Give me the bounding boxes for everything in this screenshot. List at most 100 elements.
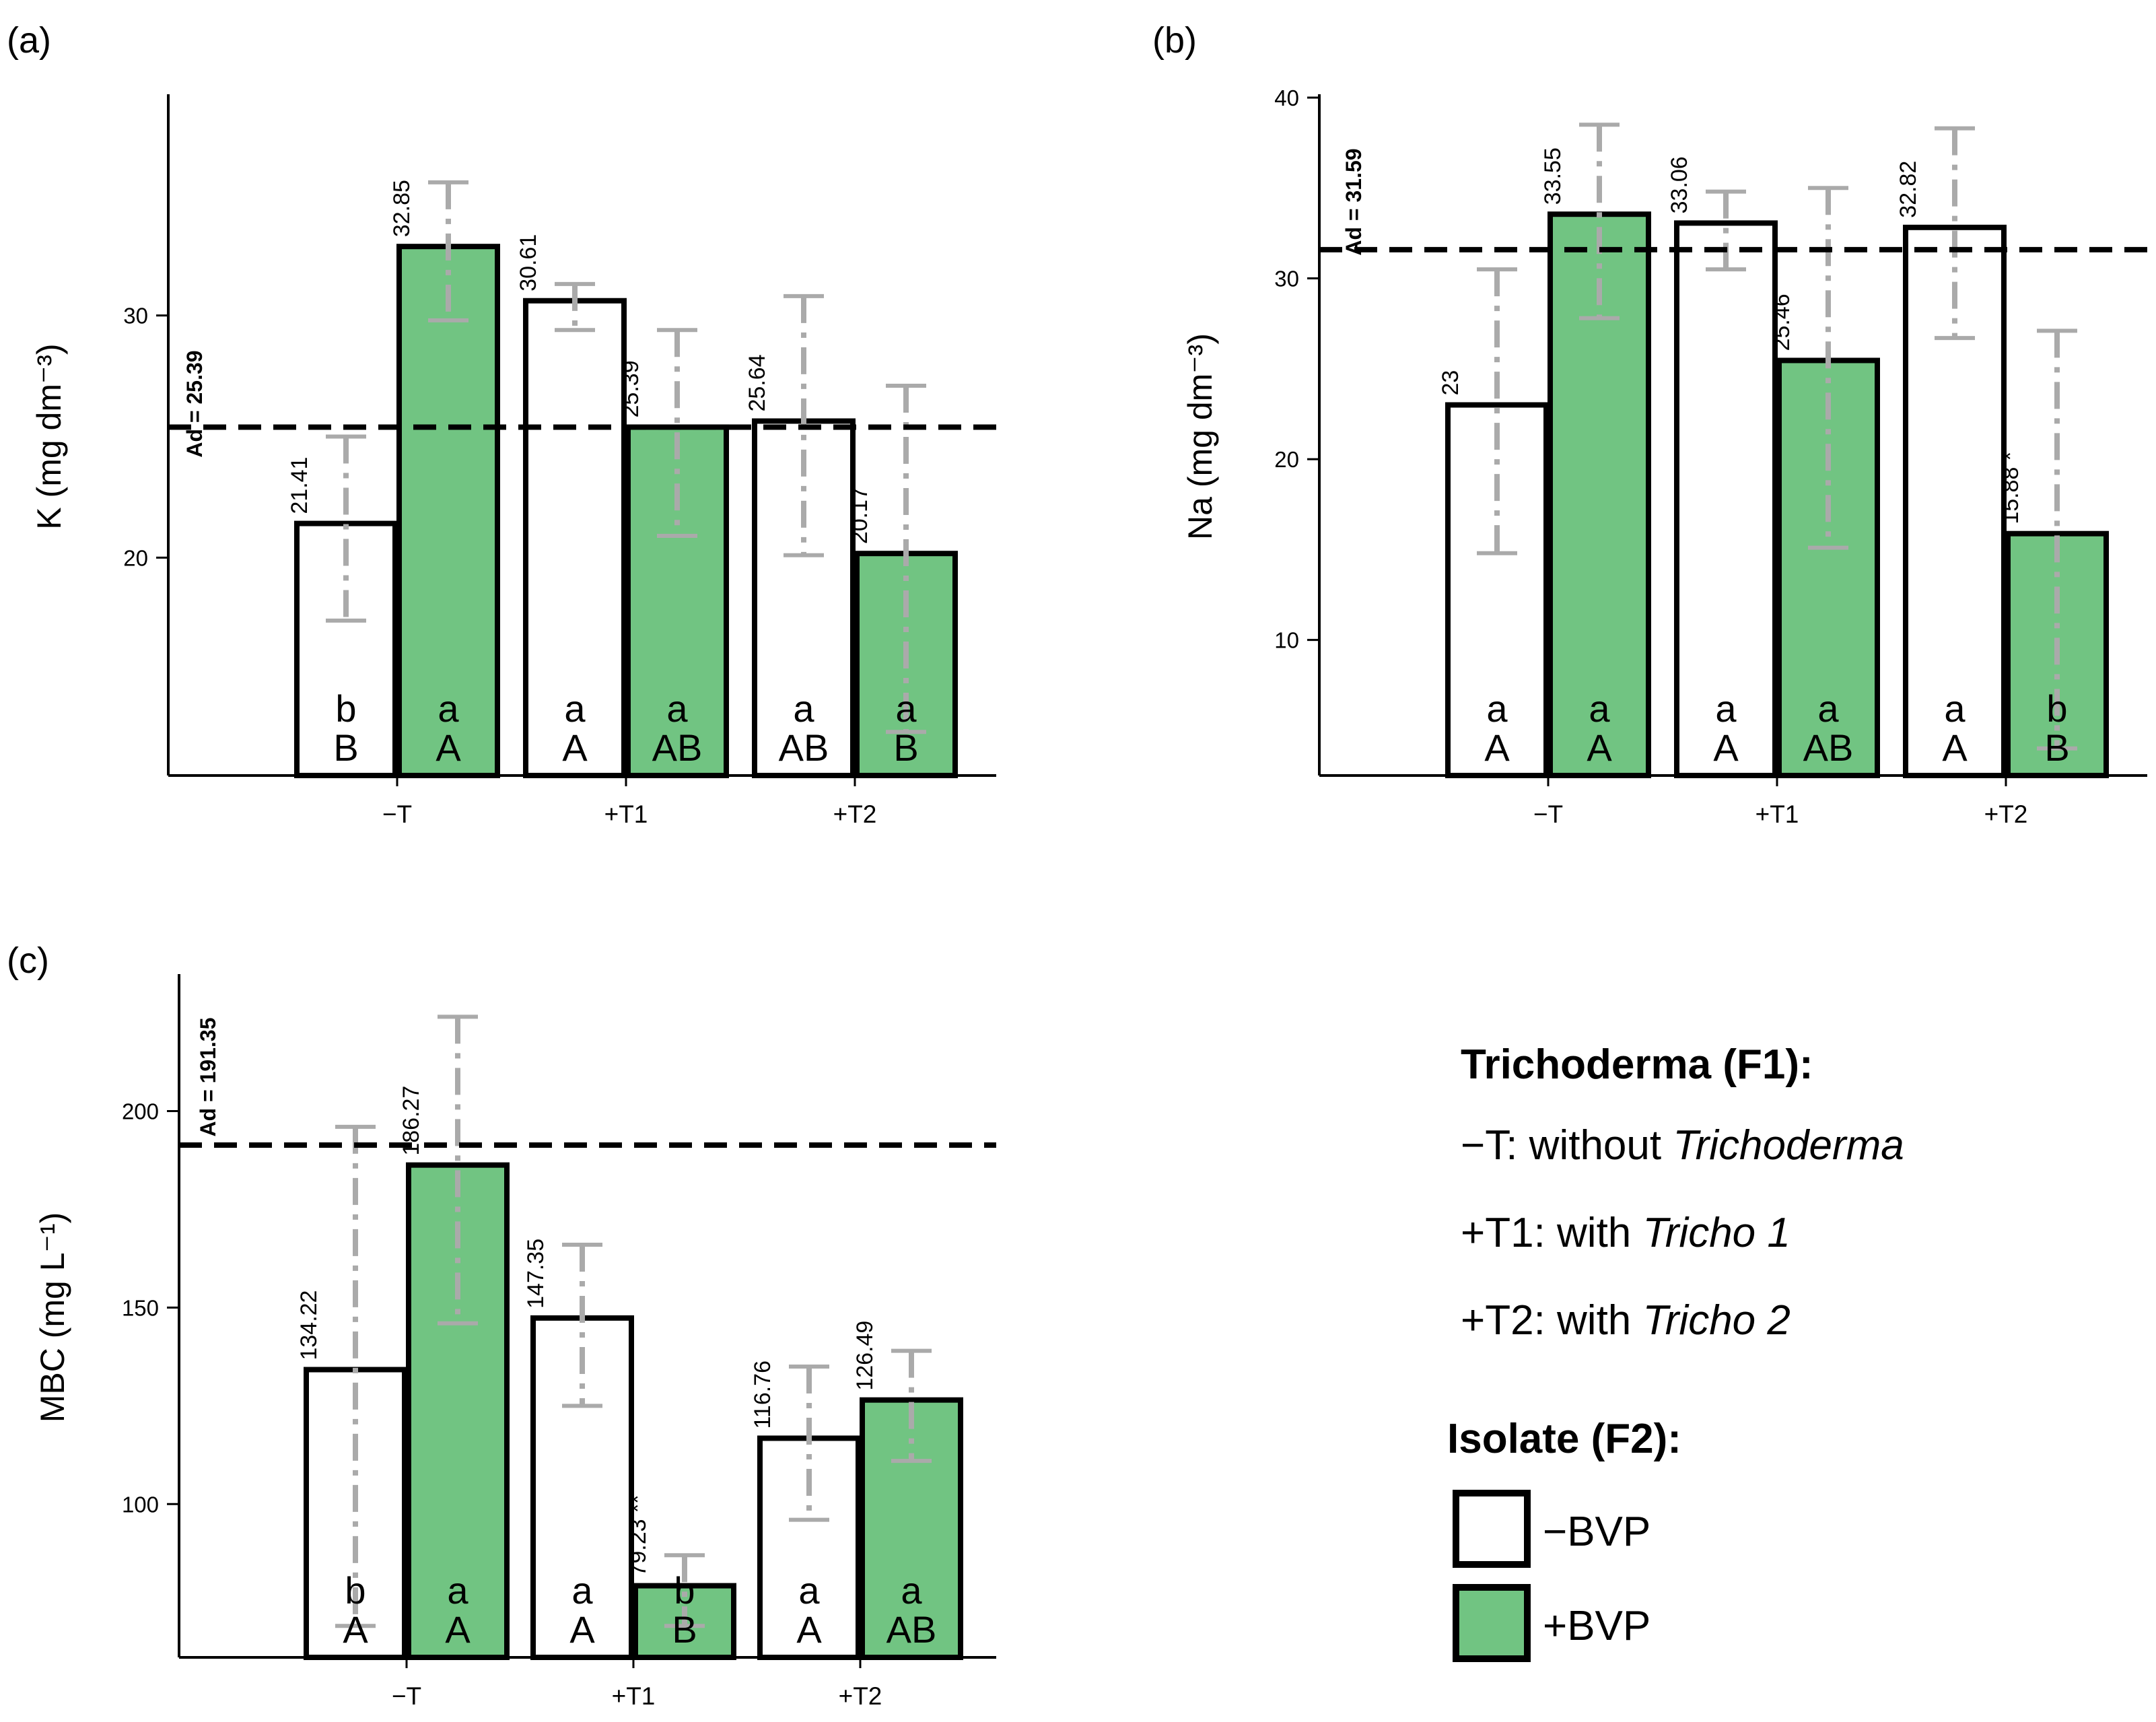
legend-swatch	[1453, 1490, 1531, 1568]
x-tick-label: +T2	[839, 1682, 882, 1710]
letter-lower: b	[2046, 687, 2067, 730]
bar-minus-bvp	[304, 1367, 407, 1660]
letter-lower: a	[1715, 687, 1737, 730]
letter-lower: a	[1486, 687, 1508, 730]
x-tick-label: +T2	[1984, 800, 2028, 828]
y-axis-label: K (mg dm⁻³)	[30, 343, 68, 529]
letter-lower: a	[564, 687, 586, 730]
data-label: 134.22	[296, 1290, 322, 1361]
data-label: 23	[1438, 370, 1463, 396]
letter-lower: a	[901, 1569, 922, 1612]
x-tick-label: +T1	[612, 1682, 656, 1710]
bar-minus-bvp	[523, 298, 627, 778]
letter-upper: B	[2044, 726, 2069, 769]
legend-f1-sep: :	[1506, 1122, 1529, 1169]
bar-minus-bvp	[1445, 402, 1549, 778]
data-label: 32.85	[389, 180, 415, 237]
y-tick-label: 200	[122, 1099, 159, 1124]
data-label: 25.39	[618, 360, 644, 417]
letter-upper: A	[569, 1608, 595, 1651]
letter-upper: A	[1587, 726, 1612, 769]
bar-minus-bvp	[757, 1435, 861, 1661]
legend-f1-code: +T1	[1461, 1210, 1534, 1256]
x-tick-label: −T	[382, 800, 412, 828]
data-label: 25.64	[744, 354, 770, 411]
x-tick-label: +T2	[833, 800, 877, 828]
bar-minus-bvp	[1674, 220, 1778, 778]
letter-upper: B	[672, 1608, 697, 1651]
x-tick-label: −T	[392, 1682, 421, 1710]
panel-tag: (a)	[7, 20, 51, 61]
y-axis-label: Na (mg dm⁻³)	[1181, 333, 1219, 540]
data-label: 15.88 *	[1998, 452, 2023, 524]
panel-tag: (c)	[7, 940, 49, 981]
letter-lower: a	[1944, 687, 1966, 730]
legend-f1-item: −T: without Trichoderma	[1461, 1122, 1904, 1169]
letter-lower: a	[1589, 687, 1610, 730]
ad-label: Ad = 25.39	[182, 350, 207, 457]
letter-lower: a	[438, 687, 459, 730]
data-label: 30.61	[516, 234, 541, 291]
y-tick-label: 150	[122, 1295, 159, 1320]
letter-upper: AB	[652, 726, 703, 769]
legend: Trichoderma (F1): −T: without Trichoderma…	[1447, 1041, 1904, 1662]
legend-f1-item: +T1: with Tricho 1	[1461, 1210, 1790, 1256]
x-tick-label: +T1	[604, 800, 648, 828]
y-tick-label: 20	[123, 545, 148, 570]
letter-upper: AB	[1803, 726, 1854, 769]
data-label: 21.41	[287, 457, 312, 514]
letter-lower: a	[793, 687, 814, 730]
legend-f1-code: +T2	[1461, 1297, 1534, 1344]
data-label: 116.76	[750, 1361, 775, 1428]
letter-upper: A	[1484, 726, 1510, 769]
legend-f2-label: −BVP	[1543, 1509, 1650, 1555]
legend-f1-sep: :	[1534, 1297, 1557, 1344]
letter-lower: a	[447, 1569, 468, 1612]
letter-upper: A	[1942, 726, 1968, 769]
legend-f1-text: with	[1556, 1297, 1642, 1344]
letter-upper: A	[445, 1608, 471, 1651]
ad-label: Ad = 191.35	[196, 1018, 220, 1137]
letter-upper: A	[1713, 726, 1739, 769]
y-tick-label: 30	[123, 304, 148, 329]
data-label: 20.17	[847, 487, 872, 544]
legend-f1-text: without	[1529, 1122, 1673, 1169]
y-tick-label: 40	[1274, 85, 1299, 110]
letter-upper: B	[333, 726, 358, 769]
legend-f2-title: Isolate (F2):	[1447, 1416, 1681, 1462]
letter-lower: a	[666, 687, 688, 730]
ad-label: Ad = 31.59	[1342, 148, 1366, 255]
data-label: 79.23 **	[625, 1495, 651, 1577]
letter-upper: B	[893, 726, 918, 769]
x-tick-label: −T	[1533, 800, 1563, 828]
data-label: 32.82	[1896, 161, 1921, 218]
y-axis-label: MBC (mg L⁻¹)	[34, 1212, 71, 1423]
bar-plus-bvp	[396, 244, 500, 778]
bar-plus-bvp	[1548, 211, 1651, 779]
letter-lower: a	[571, 1569, 593, 1612]
data-label: 147.35	[523, 1239, 549, 1309]
letter-upper: A	[436, 726, 461, 769]
letter-lower: b	[674, 1569, 695, 1612]
panel-tag: (b)	[1152, 20, 1197, 61]
bar-minus-bvp	[752, 418, 856, 778]
letter-lower: a	[798, 1569, 820, 1612]
legend-f1-sep: :	[1534, 1210, 1557, 1256]
letter-upper: AB	[886, 1608, 937, 1651]
letter-lower: b	[335, 687, 356, 730]
data-label: 25.46	[1769, 294, 1795, 351]
legend-f1-text: with	[1556, 1210, 1642, 1256]
legend-f1-code: −T	[1461, 1122, 1510, 1169]
data-label: 33.06	[1667, 156, 1692, 213]
letter-upper: A	[343, 1608, 368, 1651]
y-tick-label: 20	[1274, 447, 1299, 472]
legend-f1-item: +T2: with Tricho 2	[1461, 1297, 1790, 1344]
legend-swatch	[1453, 1584, 1531, 1662]
legend-f1-italic: Tricho 2	[1643, 1297, 1790, 1344]
legend-f2-label: +BVP	[1543, 1603, 1650, 1649]
legend-f1-italic: Tricho 1	[1643, 1210, 1790, 1256]
